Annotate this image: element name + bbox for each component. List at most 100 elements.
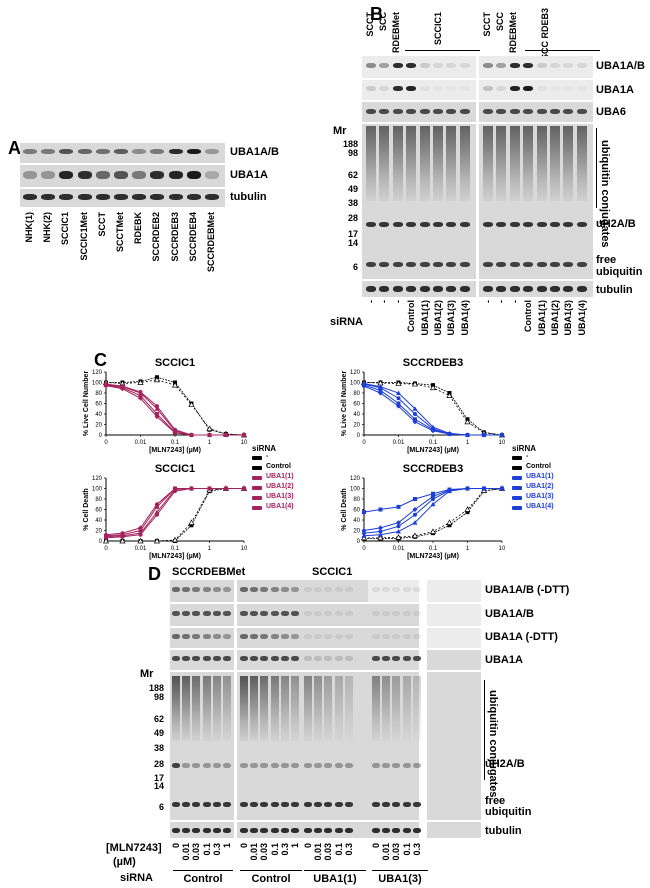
panel-b-band-tubulin [576, 286, 587, 292]
panel-b-band-uba1ab [446, 63, 457, 68]
panel-d-band-tubulin [250, 828, 259, 833]
chart-x-label: [MLN7243] (µM) [149, 553, 201, 560]
panel-d-band-row1 [402, 611, 411, 616]
chart-point [138, 532, 143, 537]
panel-d-band-row1 [250, 611, 259, 616]
panel-a-band-tubulin [186, 194, 201, 200]
panel-b-band-uba1a [379, 86, 390, 91]
panel-b-band-uba6 [419, 109, 430, 114]
panel-d-mr-tick: 17 [153, 773, 164, 783]
chart-point [396, 520, 401, 526]
panel-d-blot-uba1a-dtt-a [170, 628, 234, 648]
panel-a-band-uba1ab [132, 149, 147, 154]
chart-point [481, 433, 486, 437]
panel-d-blot-uba1ab-dtt-d [427, 580, 481, 602]
panel-d-band-free-ub [202, 802, 211, 807]
chart-x-tick-label: 0 [104, 440, 108, 446]
chart-point [377, 532, 383, 537]
panel-d-band-uh2ab [250, 763, 259, 768]
panel-d-band-row2 [412, 634, 421, 639]
chart-y-tick-label: 60 [353, 508, 360, 514]
panel-a-band-uba1ab [59, 149, 74, 154]
chart-point [465, 433, 470, 437]
chart-y-label: % Live Cell Number [83, 371, 90, 437]
panel-d-smear [344, 676, 353, 741]
panel-b-smear [509, 126, 520, 201]
panel-d-band-free-ub [212, 802, 221, 807]
panel-d-band-uh2ab [212, 763, 221, 768]
panel-d-band-tubulin [172, 828, 180, 833]
panel-c-legend-marker [252, 456, 262, 460]
panel-d-band-free-ub [304, 802, 312, 807]
panel-b-mr-tick: 17 [347, 229, 358, 239]
panel-b-smear [446, 126, 457, 201]
panel-b-band-free-ub [446, 262, 457, 267]
chart-y-tick-label: 100 [92, 487, 103, 493]
panel-b-band-uh2ab [563, 222, 574, 227]
chart-y-label: % Cell Death [341, 488, 348, 530]
chart-point [154, 504, 159, 509]
panel-b-band-uh2ab [536, 222, 547, 227]
panel-b-band-free-ub [379, 262, 390, 267]
panel-d-smear [324, 676, 333, 741]
panel-b-band-uba1a [366, 86, 376, 91]
panel-c-legend-label: UBA1(3) [266, 493, 294, 500]
panel-a-band-uba1ab [168, 149, 183, 154]
chart-point [188, 401, 195, 407]
panel-d-band-row0 [260, 587, 269, 592]
chart-point [242, 486, 246, 491]
chart-x-tick-label: 0.1 [429, 546, 438, 552]
panel-d-mr-tick: 6 [158, 802, 164, 812]
panel-a-label-tubulin: tubulin [230, 191, 267, 203]
panel-d-band-row1 [270, 611, 279, 616]
panel-b-band-free-ub [459, 262, 470, 267]
panel-d-conc-value: 0 [171, 843, 181, 849]
panel-b-band-tubulin [483, 286, 493, 292]
panel-b-band-tubulin [419, 286, 430, 292]
chart-point [412, 497, 417, 501]
panel-d-blot-uba1a-dtt-d [427, 628, 481, 648]
chart-point [189, 523, 194, 528]
panel-b-band-uba1a [483, 86, 493, 91]
panel-b-band-uba6 [523, 109, 534, 114]
panel-d-band-row2 [382, 634, 391, 639]
panel-d-sirna-line [304, 870, 366, 871]
panel-d-band-row1 [260, 611, 269, 616]
chart-y-label: % Cell Death [83, 488, 90, 530]
panel-d-conc-value: 1 [222, 843, 232, 849]
panel-d-blot-conj-a [170, 672, 234, 820]
chart-y-tick-label: 60 [95, 402, 102, 408]
panel-a-band-uba1a [41, 171, 56, 179]
panel-a-band-uba1a [95, 171, 110, 179]
panel-d-band-uh2ab [402, 763, 411, 768]
chart-x-tick-label: 0.1 [171, 546, 180, 552]
chart-title: SCCIC1 [155, 463, 195, 475]
panel-d-band-uh2ab [324, 763, 333, 768]
panel-d-blot-uba1a-a [170, 650, 234, 670]
panel-b-band-tubulin [496, 286, 507, 292]
panel-b-smear [523, 126, 534, 201]
chart-point [153, 537, 161, 544]
panel-a-band-tubulin [95, 194, 110, 200]
panel-d-mr-tick: 14 [153, 781, 164, 791]
chart-x-tick-label: 1 [466, 546, 470, 552]
chart-y-tick-label: 40 [95, 412, 102, 418]
panel-b-band-uba1ab [379, 63, 390, 68]
panel-b-band-uba1a [523, 86, 534, 91]
panel-d-mr-tick: 28 [153, 759, 164, 769]
panel-d-band-row3 [223, 656, 231, 661]
panel-d-band-row3 [270, 656, 279, 661]
chart-y-tick-label: 100 [350, 487, 361, 493]
panel-d-band-free-ub [314, 802, 323, 807]
panel-b-band-uba6 [459, 109, 470, 114]
panel-d-label-uba1ab: UBA1A/B [485, 608, 534, 620]
panel-b-band-free-ub [419, 262, 430, 267]
chart-x-tick-label: 0.01 [393, 440, 405, 446]
panel-a-band-uba1ab [114, 149, 128, 154]
panel-d-band-tubulin [182, 828, 191, 833]
panel-b-blot-uba1a-left [362, 80, 476, 100]
panel-d-band-row3 [192, 656, 201, 661]
panel-d-band-row2 [223, 634, 231, 639]
panel-b-blot-uba1ab-right [479, 56, 593, 78]
chart-point [429, 384, 437, 391]
